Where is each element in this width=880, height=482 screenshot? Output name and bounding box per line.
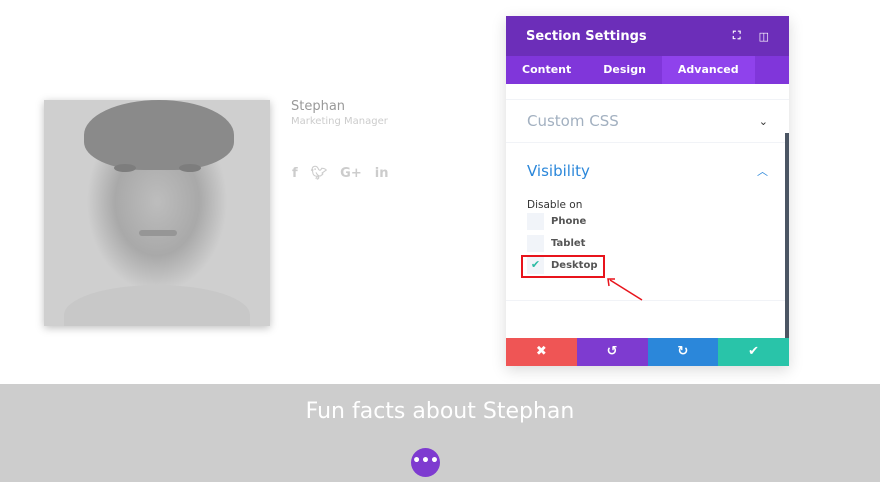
tab-design[interactable]: Design [603,63,646,76]
phone-checkbox[interactable] [527,213,544,230]
fullscreen-icon[interactable]: ⛶ [732,29,741,42]
tablet-checkbox[interactable] [527,235,544,252]
facebook-icon[interactable]: f [292,166,298,181]
check-icon: ✔ [530,258,541,271]
scrollbar[interactable] [785,133,789,338]
tab-content[interactable]: Content [522,63,572,76]
section-heading: Fun facts about Stephan [305,399,575,424]
chevron-down-icon: ⌄ [758,114,768,128]
section-label: Custom CSS [527,112,619,130]
option-label: Desktop [551,260,598,271]
panel-title: Section Settings [526,28,647,44]
tab-advanced[interactable]: Advanced [661,56,755,84]
visibility-toggle[interactable]: Visibility ︿ [527,143,768,199]
desktop-option[interactable]: ✔ Desktop [527,257,768,274]
section-label: Visibility [527,162,590,180]
option-label: Tablet [551,238,586,249]
discard-button[interactable]: ✖ [506,338,577,366]
social-links: f 🐦︎ G+ in [292,166,388,181]
annotation-arrow [607,278,643,301]
undo-button[interactable]: ↺ [576,338,648,366]
fun-facts-section: Fun facts about Stephan [0,384,880,482]
phone-option[interactable]: Phone [527,213,768,230]
chevron-up-icon: ︿ [757,165,768,178]
person-name: Stephan [291,99,346,114]
highlight-box [521,255,605,278]
google-plus-icon[interactable]: G+ [340,166,362,181]
desktop-checkbox[interactable]: ✔ [527,257,544,274]
option-label: Phone [551,216,587,227]
sidebar-toggle-icon[interactable]: ◫ [758,29,769,43]
panel-header: Section Settings ⛶ ◫ [506,16,789,56]
redo-button[interactable]: ↻ [647,338,719,366]
more-options-button[interactable]: ••• [411,448,440,477]
person-role: Marketing Manager [291,116,388,127]
profile-photo [44,100,270,326]
disable-on-label: Disable on [527,199,583,211]
save-button[interactable]: ✔ [718,338,789,366]
twitter-icon[interactable]: 🐦︎ [310,166,328,181]
custom-css-toggle[interactable]: Custom CSS ⌄ [506,100,789,143]
panel-footer: ✖ ↺ ↻ ✔ [506,338,789,366]
panel-tabs: Content Design Advanced [506,56,789,84]
section-settings-panel: Section Settings ⛶ ◫ Content Design Adva… [506,16,789,366]
linkedin-icon[interactable]: in [374,166,389,181]
tablet-option[interactable]: Tablet [527,235,768,252]
